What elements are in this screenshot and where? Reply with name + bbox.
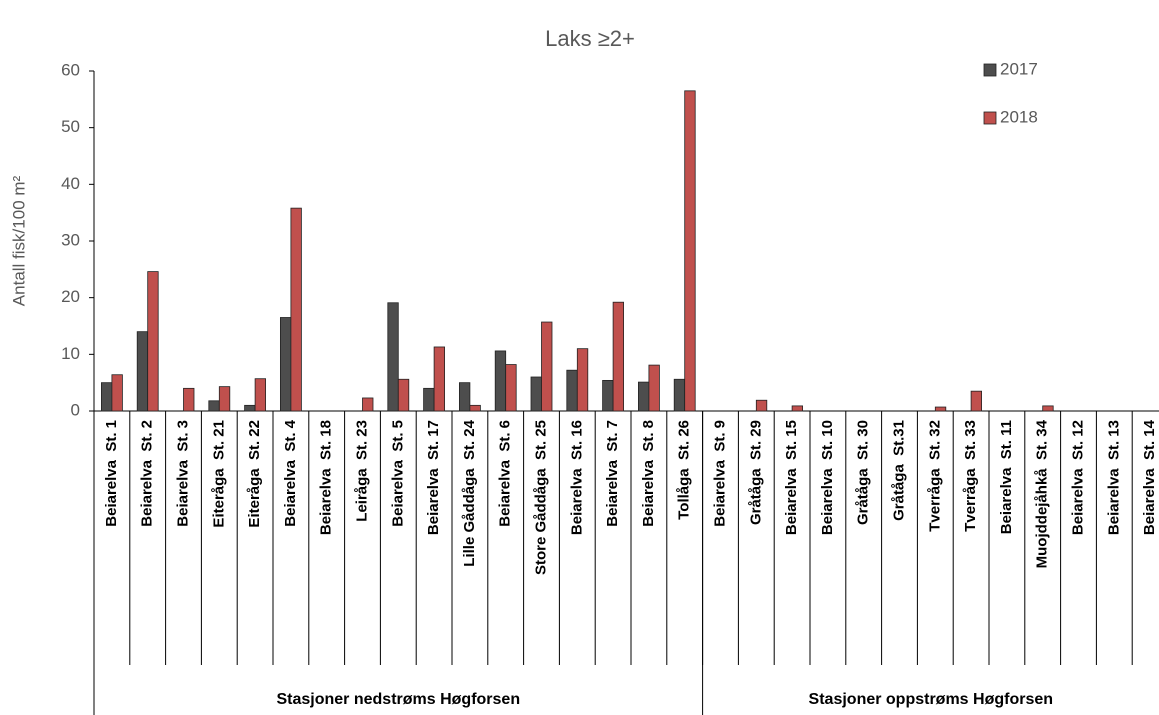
x-tick-label: Eiteråga St. 22: [246, 420, 263, 528]
x-tick-label: Beiarelva St. 13: [1105, 420, 1122, 535]
bar: [1042, 405, 1054, 412]
bar: [469, 404, 481, 412]
legend-swatch: [983, 111, 997, 125]
x-tick-label: Beiarelva St. 18: [318, 420, 335, 535]
x-tick-label: Beiarelva St. 16: [568, 420, 585, 535]
bar: [494, 350, 507, 412]
y-tick-label: 50: [61, 117, 80, 136]
x-tick-label: Beiarelva St. 15: [783, 420, 800, 535]
bar: [397, 378, 410, 412]
bar: [612, 301, 624, 412]
x-tick-label: Beiarelva St. 9: [711, 420, 728, 527]
x-tick-label: Beiarelva St. 3: [174, 420, 191, 527]
bar: [934, 406, 947, 412]
y-tick-label: 40: [61, 174, 80, 193]
bar: [673, 378, 686, 412]
legend-label: 2018: [1000, 107, 1038, 126]
bar: [505, 364, 517, 412]
x-tick-label: Muojddejåhkå St. 34: [1034, 419, 1051, 568]
bar: [254, 378, 267, 412]
x-tick-label: Beiarelva St. 12: [1069, 420, 1086, 535]
bar: [136, 331, 149, 412]
y-tick-label: 30: [61, 230, 80, 249]
bar: [423, 387, 435, 412]
bar: [458, 382, 471, 412]
x-tick-label: Beiarelva St. 2: [139, 420, 156, 527]
x-tick-label: Store Gåddåga St. 25: [532, 420, 549, 575]
group-label: Stasjoner nedstrøms Høgforsen: [276, 691, 520, 708]
x-tick-label: Beiarelva St. 1: [103, 420, 120, 527]
x-tick-label: Beiarelva St. 5: [389, 420, 406, 527]
bar: [433, 346, 446, 412]
y-axis-label: Antall fisk/100 m²: [9, 175, 28, 306]
bar: [290, 207, 302, 412]
bar: [755, 399, 768, 412]
bar: [279, 317, 292, 412]
legend-label: 2017: [1000, 59, 1038, 78]
bar: [218, 386, 231, 412]
bar: [638, 381, 650, 412]
x-tick-label: Beiarelva St. 8: [640, 420, 657, 527]
bar: [684, 90, 696, 412]
y-tick-label: 10: [61, 344, 80, 363]
chart-title: Laks ≥2+: [545, 26, 635, 51]
x-tick-label: Gråtåga St.31: [890, 420, 907, 521]
x-tick-label: Beiarelva St. 4: [282, 419, 299, 526]
x-tick-label: Eiteråga St. 21: [210, 420, 227, 528]
x-tick-label: Beiarelva St. 17: [425, 420, 442, 535]
bar: [566, 369, 578, 412]
y-tick-label: 60: [61, 60, 80, 79]
bar: [791, 405, 803, 412]
bar: [183, 387, 195, 412]
y-tick-label: 0: [71, 400, 80, 419]
bar: [101, 382, 113, 412]
x-tick-label: Tverråga St. 33: [962, 420, 979, 532]
x-tick-label: Beiarelva St. 6: [497, 420, 514, 527]
group-label: Stasjoner oppstrøms Høgforsen: [809, 691, 1053, 708]
bar: [970, 390, 982, 412]
x-tick-label: Beiarelva St. 11: [998, 420, 1015, 534]
x-tick-label: Beiarelva St. 7: [604, 420, 621, 527]
bar: [530, 376, 542, 412]
x-tick-label: Tollåga St. 26: [676, 420, 693, 520]
x-tick-label: Tverråga St. 32: [926, 420, 943, 532]
bar: [648, 364, 660, 412]
x-tick-label: Lille Gåddåga St. 24: [461, 419, 478, 566]
x-tick-label: Beiarelva St. 14: [1141, 419, 1158, 535]
bar: [208, 400, 220, 412]
bar: [362, 397, 374, 412]
y-tick-label: 20: [61, 287, 80, 306]
bar: [111, 374, 123, 412]
x-tick-label: Leiråga St. 23: [353, 420, 370, 522]
bar: [244, 404, 256, 412]
bar: [387, 302, 399, 412]
bar: [602, 379, 614, 412]
legend-swatch: [983, 63, 997, 77]
bar: [576, 348, 589, 412]
x-tick-label: Gråtåga St. 30: [855, 420, 872, 525]
bar: [147, 271, 159, 412]
x-tick-label: Beiarelva St. 10: [819, 420, 836, 535]
bar: [541, 321, 553, 412]
x-tick-label: Gråtåga St. 29: [747, 420, 764, 525]
